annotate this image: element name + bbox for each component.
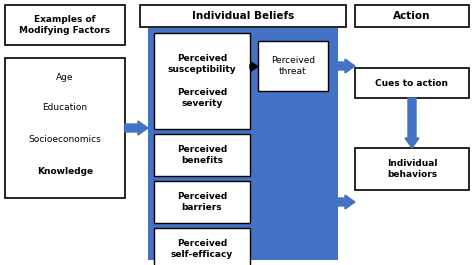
- Bar: [148, 28, 338, 260]
- Bar: [355, 148, 469, 190]
- Text: Perceived
barriers: Perceived barriers: [177, 192, 227, 212]
- Polygon shape: [405, 98, 419, 148]
- Text: Action: Action: [393, 11, 431, 21]
- Text: Perceived
threat: Perceived threat: [271, 56, 315, 76]
- Bar: [154, 181, 250, 223]
- Text: Individual Beliefs: Individual Beliefs: [192, 11, 294, 21]
- Text: Education: Education: [43, 104, 88, 113]
- Bar: [258, 41, 328, 91]
- Bar: [154, 134, 250, 176]
- Bar: [154, 228, 250, 265]
- Bar: [140, 5, 346, 27]
- Bar: [154, 33, 250, 129]
- Text: Age: Age: [56, 73, 74, 82]
- Polygon shape: [338, 59, 355, 73]
- Text: Socioeconomics: Socioeconomics: [28, 135, 101, 144]
- Polygon shape: [250, 62, 258, 71]
- Text: Perceived
susceptibility

Perceived
severity: Perceived susceptibility Perceived sever…: [168, 54, 237, 108]
- Text: Examples of
Modifying Factors: Examples of Modifying Factors: [19, 15, 110, 35]
- Bar: [5, 58, 125, 198]
- Bar: [355, 68, 469, 98]
- Text: Perceived
benefits: Perceived benefits: [177, 145, 227, 165]
- Bar: [355, 5, 469, 27]
- Polygon shape: [338, 195, 355, 209]
- Polygon shape: [125, 121, 148, 135]
- Text: Knowledge: Knowledge: [37, 167, 93, 176]
- Text: Perceived
self-efficacy: Perceived self-efficacy: [171, 239, 233, 259]
- Text: Cues to action: Cues to action: [375, 78, 448, 87]
- Text: Individual
behaviors: Individual behaviors: [387, 159, 437, 179]
- Bar: [5, 5, 125, 45]
